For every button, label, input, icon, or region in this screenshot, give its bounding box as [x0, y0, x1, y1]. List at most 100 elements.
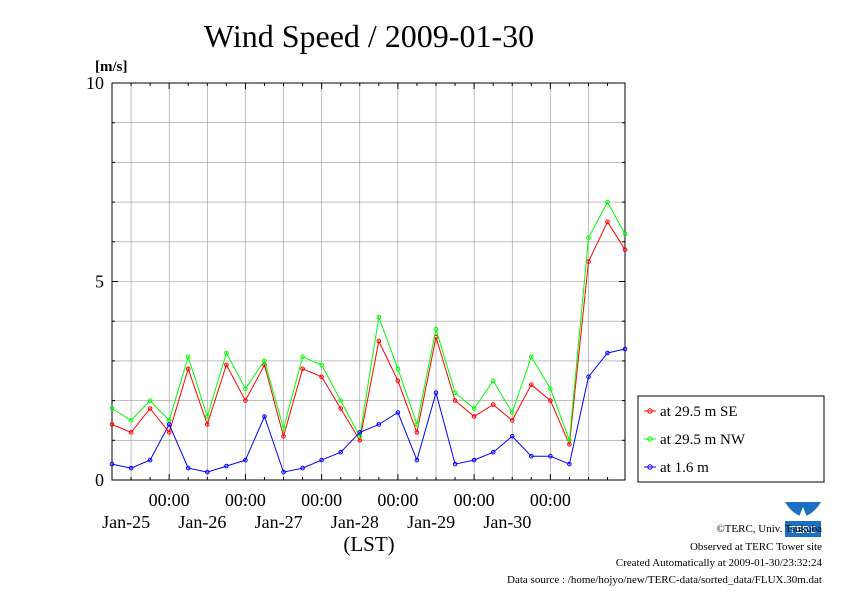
data-point	[300, 366, 305, 372]
data-point	[605, 219, 610, 225]
legend-swatch-marker	[647, 436, 653, 442]
data-point	[395, 378, 401, 384]
data-point	[490, 378, 496, 384]
data-point	[548, 386, 553, 392]
data-point	[319, 457, 324, 463]
series-lines	[109, 199, 628, 475]
copyright-text: ©TERC, Univ. Tsukuba	[716, 523, 822, 535]
data-point	[243, 457, 248, 463]
data-point	[567, 461, 572, 467]
x-tick-date-label: Jan-26	[178, 512, 226, 532]
data-point	[224, 350, 229, 356]
data-point	[509, 410, 515, 415]
data-point	[548, 453, 553, 459]
x-tick-time-label: 00:00	[530, 490, 571, 510]
legend-entry-label: at 29.5 m SE	[660, 404, 738, 420]
data-point	[300, 354, 305, 360]
data-point	[338, 449, 344, 455]
data-point	[414, 457, 420, 463]
data-point	[262, 358, 267, 364]
data-point	[319, 362, 324, 368]
data-point	[509, 418, 515, 423]
data-point	[529, 382, 534, 388]
data-point	[109, 406, 115, 411]
data-point	[109, 461, 115, 467]
data-point	[338, 398, 344, 403]
data-point	[622, 247, 628, 252]
data-point	[338, 406, 344, 411]
data-point	[586, 374, 591, 380]
data-point	[490, 449, 496, 455]
data-point	[529, 453, 534, 459]
y-tick-label: 5	[95, 272, 104, 292]
data-point	[128, 465, 134, 471]
data-point	[109, 422, 115, 427]
data-point	[281, 434, 286, 439]
legend-entry-label: at 1.6 m	[660, 460, 709, 476]
x-tick-date-label: Jan-28	[331, 512, 379, 532]
data-point	[376, 338, 382, 344]
x-tick-time-label: 00:00	[225, 490, 266, 510]
data-source-text: Data source : /home/hojyo/new/TERC-data/…	[507, 574, 822, 586]
data-point	[243, 398, 248, 403]
data-point	[548, 398, 553, 403]
data-point	[224, 463, 229, 469]
data-point	[433, 326, 439, 332]
x-tick-time-label: 00:00	[301, 490, 342, 510]
x-tick-time-label: 00:00	[377, 490, 418, 510]
series-at-1-6-m	[109, 346, 628, 475]
data-point	[605, 350, 610, 356]
logo-drop-icon	[799, 507, 807, 520]
data-point	[243, 386, 248, 392]
y-tick-label: 0	[95, 470, 104, 490]
x-tick-date-label: Jan-25	[102, 512, 150, 532]
legend-box	[637, 395, 825, 483]
x-tick-time-label: 00:00	[149, 490, 190, 510]
data-point	[395, 366, 401, 372]
data-point	[376, 314, 382, 320]
data-point	[414, 422, 420, 427]
data-point	[185, 465, 191, 471]
data-point	[147, 398, 153, 403]
chart-title: Wind Speed / 2009-01-30	[204, 18, 534, 54]
terc-logo: TERC	[783, 500, 823, 540]
legend: at 29.5 m SE at 29.5 m NW at 1.6 m	[637, 395, 825, 483]
x-tick-date-label: Jan-27	[255, 512, 303, 532]
series-line	[111, 220, 626, 447]
data-point	[433, 390, 439, 396]
data-point	[166, 422, 172, 427]
x-tick-time-label: 00:00	[454, 490, 495, 510]
data-point	[205, 414, 210, 419]
legend-swatch-marker	[647, 464, 653, 470]
data-point	[205, 422, 210, 427]
data-point	[185, 366, 191, 372]
logo-bar	[785, 521, 821, 537]
x-tick-date-label: Jan-29	[407, 512, 455, 532]
series-line	[111, 348, 626, 473]
data-point	[452, 398, 458, 403]
data-point	[281, 426, 286, 431]
data-point	[509, 434, 515, 439]
data-point	[622, 346, 628, 352]
y-tick-label: 10	[86, 73, 104, 93]
data-point	[147, 457, 153, 463]
data-point	[395, 410, 401, 415]
legend-swatch-marker	[647, 408, 653, 414]
data-point	[452, 390, 458, 396]
logo-text: TERC	[789, 525, 816, 536]
data-point	[166, 430, 172, 435]
data-point	[567, 438, 572, 443]
data-point	[529, 354, 534, 360]
data-point	[586, 235, 591, 241]
created-text: Created Automatically at 2009-01-30/23:3…	[616, 557, 823, 569]
observed-text: Observed at TERC Tower site	[690, 541, 822, 553]
legend-entry-label: at 29.5 m NW	[660, 432, 746, 448]
x-tick-labels: 00:00Jan-2500:00Jan-2600:00Jan-2700:00Ja…	[102, 490, 571, 532]
data-point	[300, 465, 305, 471]
data-point	[185, 354, 191, 360]
data-point	[376, 422, 382, 427]
data-point	[605, 199, 610, 205]
data-point	[281, 469, 286, 475]
y-tick-labels: 0 5 10	[86, 73, 104, 490]
